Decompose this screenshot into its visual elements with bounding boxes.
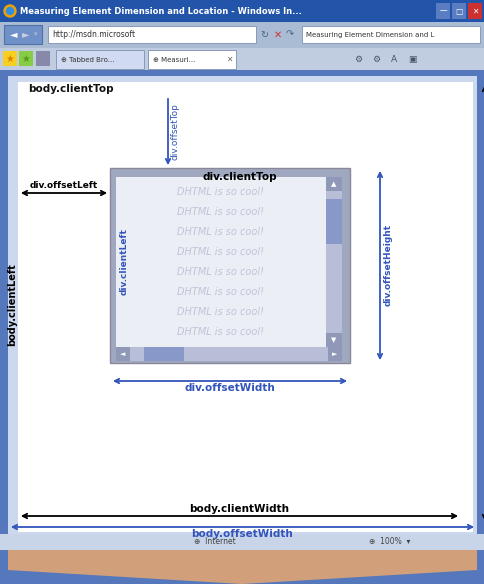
Text: DHTML is so cool!: DHTML is so cool! <box>177 187 264 197</box>
Text: ✕: ✕ <box>471 6 477 16</box>
Text: ⊕  100%  ▾: ⊕ 100% ▾ <box>368 537 410 547</box>
Bar <box>0 48 484 70</box>
Bar <box>19 51 33 66</box>
Text: DHTML is so cool!: DHTML is so cool! <box>177 287 264 297</box>
Bar <box>48 26 256 43</box>
Circle shape <box>4 5 16 17</box>
Text: ⚙: ⚙ <box>371 55 379 64</box>
Bar <box>451 3 465 19</box>
Bar <box>302 26 479 43</box>
Text: DHTML is so cool!: DHTML is so cool! <box>177 307 264 317</box>
Bar <box>0 0 484 22</box>
Text: body.offsetWidth: body.offsetWidth <box>191 529 292 539</box>
Bar <box>467 3 481 19</box>
Text: ⚙: ⚙ <box>353 55 362 64</box>
Bar <box>116 347 130 361</box>
Text: ↷: ↷ <box>286 30 293 40</box>
Text: DHTML is so cool!: DHTML is so cool! <box>177 207 264 217</box>
Text: http://msdn.microsoft: http://msdn.microsoft <box>52 30 135 39</box>
Text: Measuring Element Dimension and L: Measuring Element Dimension and L <box>305 32 434 37</box>
Bar <box>0 534 484 550</box>
Text: div.offsetTop: div.offsetTop <box>171 103 180 161</box>
Text: ★: ★ <box>6 54 15 64</box>
Bar <box>325 333 341 347</box>
Bar <box>8 76 476 534</box>
Bar <box>36 51 50 66</box>
Text: ⊕ Measuri...: ⊕ Measuri... <box>152 57 195 62</box>
Bar <box>116 347 341 361</box>
Bar <box>435 3 449 19</box>
Text: ✕: ✕ <box>273 30 282 40</box>
Text: div.clientTop: div.clientTop <box>202 172 277 182</box>
Text: ✕: ✕ <box>226 55 232 64</box>
Text: □: □ <box>454 6 462 16</box>
Bar <box>144 347 183 361</box>
Text: ►: ► <box>22 30 30 40</box>
Bar <box>148 50 236 69</box>
Text: div.offsetWidth: div.offsetWidth <box>184 383 275 393</box>
Bar <box>325 199 341 244</box>
Text: ◄: ◄ <box>120 351 125 357</box>
Text: ↻: ↻ <box>259 30 268 40</box>
Text: ⊕  Internet: ⊕ Internet <box>194 537 235 547</box>
Text: Measuring Element Dimension and Location - Windows In...: Measuring Element Dimension and Location… <box>20 6 301 16</box>
Bar <box>325 177 341 191</box>
Text: ★: ★ <box>22 54 30 64</box>
Bar <box>116 177 325 347</box>
Text: div.offsetHeight: div.offsetHeight <box>383 224 392 306</box>
Bar <box>110 168 349 363</box>
Text: div.clientLeft: div.clientLeft <box>119 228 128 296</box>
Bar <box>18 82 472 532</box>
Text: div.offsetLeft: div.offsetLeft <box>30 181 98 190</box>
Bar <box>3 51 17 66</box>
Circle shape <box>6 8 14 15</box>
Text: body.clientWidth: body.clientWidth <box>189 504 288 514</box>
Text: DHTML is so cool!: DHTML is so cool! <box>177 327 264 337</box>
Polygon shape <box>8 550 476 584</box>
Text: DHTML is so cool!: DHTML is so cool! <box>177 247 264 257</box>
Text: ▣: ▣ <box>407 55 415 64</box>
Bar <box>0 22 484 48</box>
Text: ▼: ▼ <box>331 337 336 343</box>
Text: body.clientTop: body.clientTop <box>28 84 113 94</box>
Bar <box>4 25 42 44</box>
Text: DHTML is so cool!: DHTML is so cool! <box>177 227 264 237</box>
Bar <box>56 50 144 69</box>
Text: ⊕ Tabbed Bro...: ⊕ Tabbed Bro... <box>61 57 114 62</box>
Bar <box>325 177 341 347</box>
Text: DHTML is so cool!: DHTML is so cool! <box>177 267 264 277</box>
Text: ▾: ▾ <box>34 32 38 37</box>
Text: ►: ► <box>332 351 337 357</box>
Text: —: — <box>439 6 446 16</box>
Text: ▲: ▲ <box>331 181 336 187</box>
Text: ◄: ◄ <box>10 30 18 40</box>
Bar <box>327 347 341 361</box>
Text: A: A <box>390 55 396 64</box>
Text: body.clientLeft: body.clientLeft <box>7 263 17 346</box>
